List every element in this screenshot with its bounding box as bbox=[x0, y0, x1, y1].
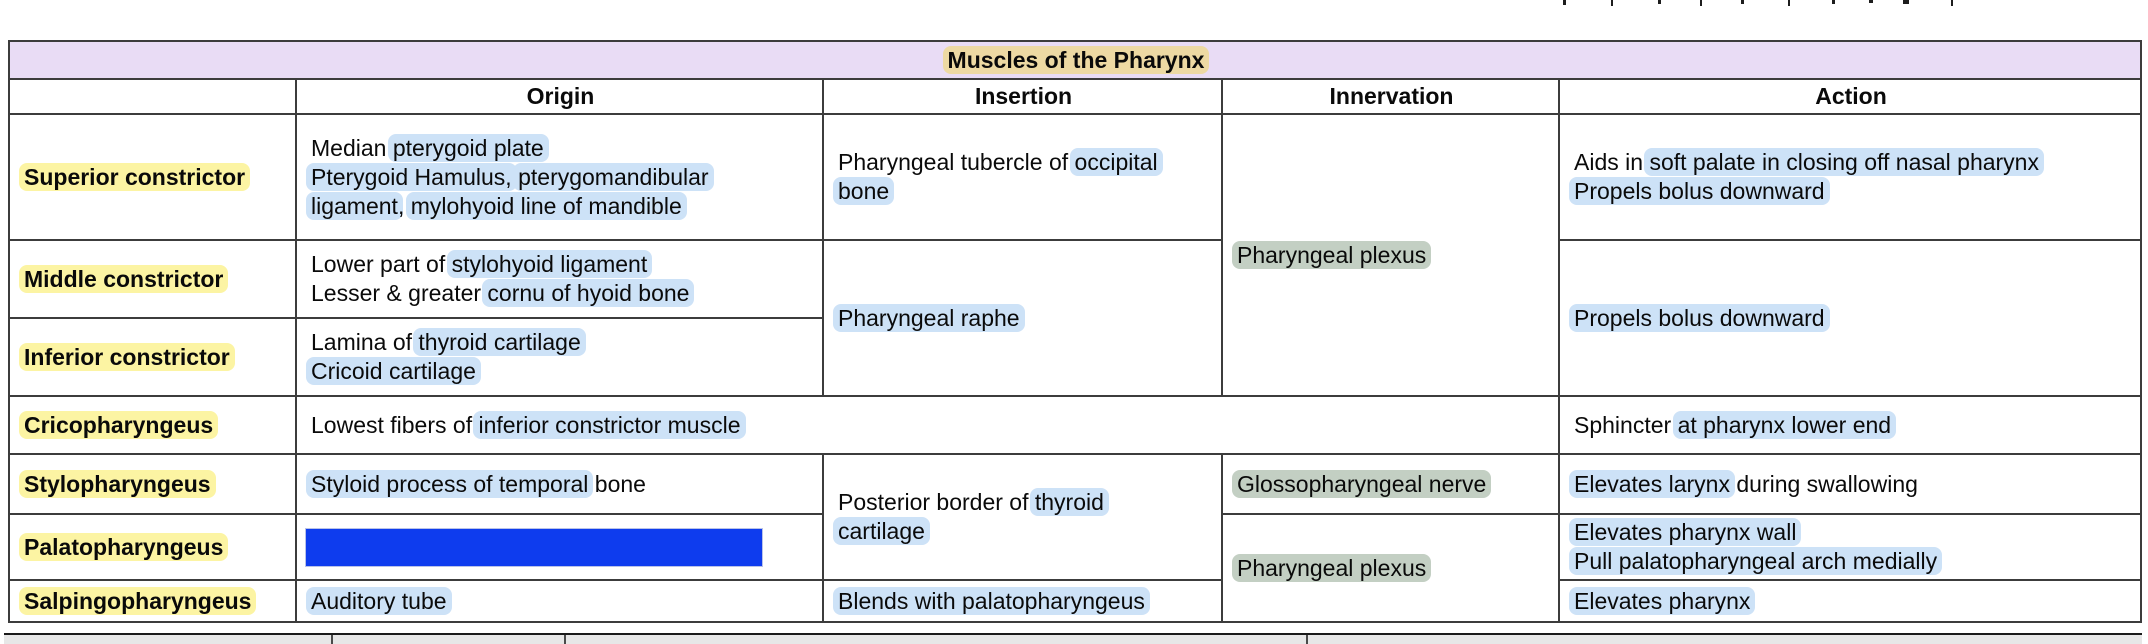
cell-middle-origin: Lower part of stylohyoid ligament Lesser … bbox=[295, 239, 824, 319]
clipped-text-above bbox=[0, 0, 2148, 7]
cell-superior-insertion: Pharyngeal tubercle of occipital bone bbox=[822, 113, 1223, 241]
cell-inferior-name: Inferior constrictor bbox=[8, 317, 297, 397]
cell-salpingo-name: Salpingopharyngeus bbox=[8, 579, 297, 623]
pharynx-muscles-table: Muscles of the Pharynx Origin Insertion … bbox=[8, 40, 2142, 623]
cell-middle-name: Middle constrictor bbox=[8, 239, 297, 319]
table-title-row: Muscles of the Pharynx bbox=[8, 40, 2142, 80]
header-insertion: Insertion bbox=[822, 78, 1223, 115]
row-salpingopharyngeus: Salpingopharyngeus Auditory tube Blends … bbox=[8, 579, 2142, 623]
cell-palato-name: Palatopharyngeus bbox=[8, 513, 297, 581]
row-stylopharyngeus: Stylopharyngeus Styloid process of tempo… bbox=[8, 453, 2142, 581]
next-table-top-edge bbox=[4, 633, 2142, 644]
header-origin: Origin bbox=[295, 78, 824, 115]
header-innervation: Innervation bbox=[1221, 78, 1560, 115]
cell-superior-name: Superior constrictor bbox=[8, 113, 297, 241]
table-title: Muscles of the Pharynx bbox=[8, 40, 2142, 80]
header-empty bbox=[8, 78, 297, 115]
cell-crico-action: Sphincter at pharynx lower end bbox=[1558, 395, 2142, 455]
cell-palato-action: Elevates pharynx wall Pull palatopharynge… bbox=[1558, 513, 2142, 581]
redacted-answer-box bbox=[305, 527, 763, 567]
cell-superior-origin: Median pterygoid plate Pterygoid Hamulus,… bbox=[295, 113, 824, 241]
cell-mid-inf-insertion: Pharyngeal raphe bbox=[822, 239, 1223, 397]
cell-crico-name: Cricopharyngeus bbox=[8, 395, 297, 455]
cell-salpingo-insertion: Blends with palatopharyngeus bbox=[822, 579, 1223, 623]
cell-mid-inf-action: Propels bolus downward bbox=[1558, 239, 2142, 397]
cell-stylo-palato-insertion: Posterior border of thyroid cartilage bbox=[822, 453, 1223, 581]
row-palatopharyngeus: Palatopharyngeus Pharyngeal plexus Eleva… bbox=[8, 513, 2142, 623]
row-superior-constrictor: Superior constrictor Median pterygoid pl… bbox=[8, 113, 2142, 397]
row-middle-constrictor: Middle constrictor Lower part of stylohy… bbox=[8, 239, 2142, 397]
cell-salpingo-origin: Auditory tube bbox=[295, 579, 824, 623]
cell-stylo-name: Stylopharyngeus bbox=[8, 453, 297, 515]
cell-salpingo-action: Elevates pharynx bbox=[1558, 579, 2142, 623]
column-header-row: Origin Insertion Innervation Action bbox=[8, 78, 2142, 115]
cell-palato-salpingo-innervation: Pharyngeal plexus bbox=[1221, 513, 1560, 623]
cell-stylo-action: Elevates larynx during swallowing bbox=[1558, 453, 2142, 515]
cell-constrictors-innervation: Pharyngeal plexus bbox=[1221, 113, 1560, 397]
table-title-text: Muscles of the Pharynx bbox=[942, 45, 1210, 74]
cell-palato-origin bbox=[295, 513, 824, 581]
cell-inferior-origin: Lamina of thyroid cartilage Cricoid carti… bbox=[295, 317, 824, 397]
row-cricopharyngeus: Cricopharyngeus Lowest fibers of inferio… bbox=[8, 395, 2142, 455]
cell-stylo-origin: Styloid process of temporal bone bbox=[295, 453, 824, 515]
cell-superior-action: Aids in soft palate in closing off nasal… bbox=[1558, 113, 2142, 241]
header-action: Action bbox=[1558, 78, 2142, 115]
cell-stylo-innervation: Glossopharyngeal nerve bbox=[1221, 453, 1560, 515]
cell-crico-origin: Lowest fibers of inferior constrictor mu… bbox=[295, 395, 1560, 455]
row-inferior-constrictor: Inferior constrictor Lamina of thyroid c… bbox=[8, 317, 2141, 397]
